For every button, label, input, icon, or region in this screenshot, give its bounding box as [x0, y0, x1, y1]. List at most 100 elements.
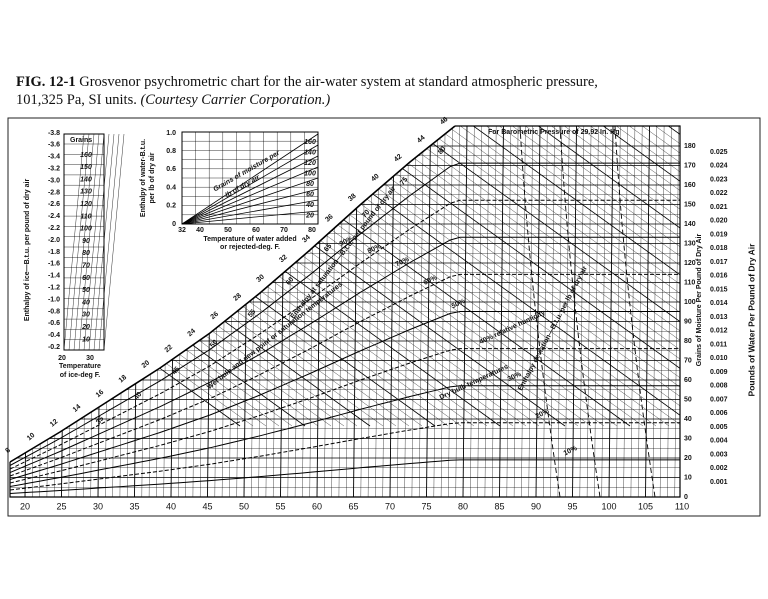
enthalpy-scale-label: 20	[141, 359, 152, 369]
ice-enthalpy-tick: -1.2	[48, 285, 60, 292]
grains-tick-label: 60	[684, 377, 692, 384]
water-grains-tick: 20	[305, 212, 314, 219]
dry-bulb-tick-label: 80	[458, 501, 468, 511]
dry-bulb-tick-label: 100	[601, 501, 616, 511]
deviation-curve	[519, 126, 561, 497]
chart-labels: 20 25 30 35 40 45 50 55 60 65 70 75 80 85 90 95 100 105 11…	[4, 116, 756, 511]
enthalpy-scale-label: 32	[278, 254, 289, 264]
water-grains-tick: 80	[306, 181, 314, 188]
ice-grains-tick: 20	[81, 324, 90, 331]
grains-tick-label: 10	[684, 474, 692, 481]
ice-grains-tick: 80	[82, 250, 90, 257]
ice-enthalpy-tick: -2.2	[48, 225, 60, 232]
enthalpy-line	[129, 126, 631, 427]
enthalpy-line	[116, 126, 618, 427]
grains-tick-label: 110	[684, 279, 695, 286]
deviation-curve	[559, 126, 601, 497]
enthalpy-scale-label: 28	[232, 292, 243, 302]
dry-bulb-tick-label: 110	[675, 501, 689, 511]
enthalpy-scale-label: 36	[324, 213, 335, 223]
grains-tick-label: 20	[684, 455, 692, 462]
ice-grains-tick: 40	[81, 299, 90, 306]
ice-enthalpy-tick: -1.8	[48, 249, 60, 256]
ice-enthalpy-tick: -3.4	[48, 154, 60, 161]
grains-tick-label: 80	[684, 338, 692, 345]
dry-bulb-line	[448, 126, 453, 497]
rh-curve	[10, 422, 680, 491]
water-y-tick: 0.4	[166, 184, 176, 191]
dry-bulb-line	[419, 126, 424, 497]
ice-grains-tick: 90	[82, 238, 90, 245]
enthalpy-line	[376, 126, 680, 427]
wet-bulb-scale-label: 75	[399, 176, 409, 187]
enthalpy-line	[389, 126, 680, 427]
water-grains-tick: 120	[304, 160, 316, 167]
grains-tick-label: 90	[684, 318, 692, 325]
dry-bulb-tick-label: 50	[239, 501, 249, 511]
rh-curve	[10, 459, 680, 494]
pounds-tick-label: 0.021	[710, 204, 728, 211]
caption-line-2: 101,325 Pa, SI units. (Courtesy Carrier …	[16, 92, 330, 108]
ice-grains-tick: 150	[80, 164, 92, 171]
ice-diag-line	[78, 133, 100, 351]
ice-enthalpy-tick: -2.8	[48, 189, 60, 196]
pounds-tick-label: 0.024	[710, 163, 728, 170]
rh-curve	[10, 162, 680, 466]
wet-bulb-scale-label: 40	[133, 391, 143, 402]
dry-bulb-tick-label: 35	[129, 501, 139, 511]
water-x-tick: 40	[196, 227, 204, 234]
enthalpy-line	[103, 126, 605, 427]
ice-temp-tick: 20	[58, 355, 66, 362]
ice-enthalpy-tick: -0.4	[48, 332, 60, 339]
caption-line-1: FIG. 12-1 Grosvenor psychrometric chart …	[16, 74, 598, 90]
enthalpy-line	[285, 126, 680, 427]
ice-grains-tick: 110	[80, 213, 91, 220]
enthalpy-scale-label: 24	[187, 328, 198, 338]
ice-grains-tick: 130	[80, 189, 92, 196]
ice-diag-line	[83, 133, 105, 351]
water-ray	[181, 144, 319, 225]
chart-border	[9, 125, 681, 498]
water-y-tick: 0.8	[166, 148, 176, 155]
wet-bulb-scale-label: 50	[209, 339, 219, 350]
ice-grains-tick: 50	[82, 287, 90, 294]
grains-tick-label: 170	[684, 162, 696, 169]
ice-enthalpy-tick: -2.6	[48, 201, 60, 208]
enthalpy-scale-label: 44	[416, 134, 427, 144]
ice-diag-line	[63, 133, 85, 351]
dry-bulb-tick-label: 75	[421, 501, 431, 511]
water-grains-tick: 140	[304, 149, 316, 156]
dry-bulb-tick-label: 25	[56, 501, 66, 511]
pounds-tick-label: 0.016	[710, 273, 728, 280]
ice-enthalpy-tick: -0.2	[48, 344, 60, 351]
dry-bulb-tick-label: 55	[275, 501, 285, 511]
water-y-tick: 0.6	[166, 166, 176, 173]
water-x-label: or rejected-deg. F.	[220, 244, 280, 251]
water-grains-tick: 160	[304, 139, 316, 146]
enthalpy-line	[337, 126, 680, 427]
enthalpy-scale-label: 40	[370, 173, 381, 183]
pounds-tick-label: 0.003	[710, 451, 728, 458]
enthalpy-scale-label: 34	[301, 234, 312, 244]
dry-bulb-line	[389, 126, 395, 497]
enthalpy-scale-label: 42	[393, 153, 404, 163]
pounds-tick-label: 0.008	[710, 383, 728, 390]
pressure-note: For Barometric Pressure of 29.92 In. Hg	[488, 129, 620, 136]
water-y-label: per lb of dry air	[149, 152, 156, 203]
dry-bulb-tick-label: 95	[567, 501, 577, 511]
pounds-tick-label: 0.020	[710, 218, 728, 225]
pounds-tick-label: 0.006	[710, 410, 728, 417]
water-grains-tick: 100	[304, 170, 316, 177]
dry-bulb-line	[440, 126, 446, 497]
water-x-tick: 50	[224, 227, 232, 234]
enthalpy-line	[259, 126, 680, 427]
grains-tick-label: 160	[684, 182, 696, 189]
enthalpy-line	[142, 126, 644, 427]
pounds-tick-label: 0.012	[710, 328, 728, 335]
caption-credit: (Courtesy Carrier Corporation.)	[140, 92, 330, 108]
dry-bulb-line	[382, 126, 387, 497]
pounds-tick-label: 0.010	[710, 355, 728, 362]
pounds-tick-label: 0.022	[710, 190, 728, 197]
pounds-tick-label: 0.019	[710, 231, 728, 238]
